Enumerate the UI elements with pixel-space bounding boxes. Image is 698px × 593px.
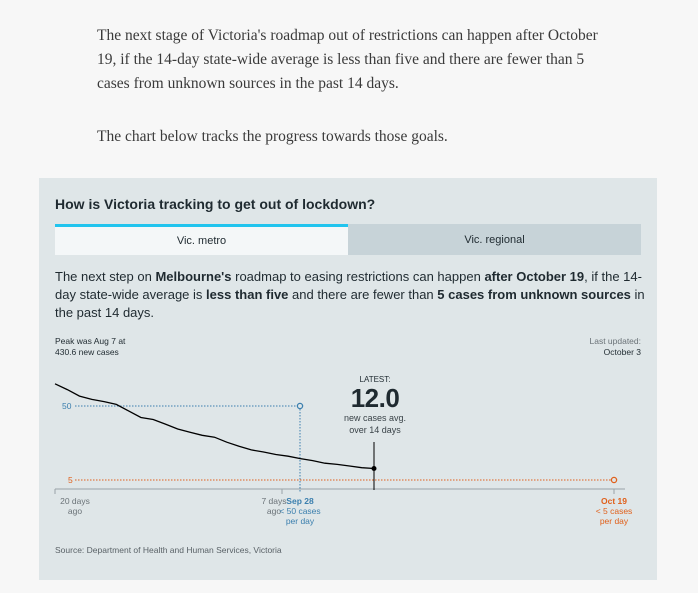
latest-sub-2: over 14 days xyxy=(349,425,401,435)
latest-point-marker xyxy=(371,466,377,471)
peak-note: Peak was Aug 7 at 430.6 new cases xyxy=(55,336,125,358)
last-updated: Last updated: October 3 xyxy=(589,336,641,358)
peak-note-line1: Peak was Aug 7 at xyxy=(55,336,126,346)
latest-value: 12.0 xyxy=(350,383,400,413)
milestone-sep28-label: Sep 28 < 50 cases per day xyxy=(272,496,328,526)
highlight-threshold: less than five xyxy=(206,287,289,302)
source-note: Source: Department of Health and Human S… xyxy=(55,545,282,555)
y-tick-label-5: 5 xyxy=(68,475,73,485)
intro-paragraph: The next stage of Victoria's roadmap out… xyxy=(97,27,598,92)
intro-paragraph-2: The chart below tracks the progress towa… xyxy=(97,128,448,145)
tab-vic-regional[interactable]: Vic. regional xyxy=(348,224,641,255)
x-label-7-days: 7 days ago xyxy=(244,496,304,516)
last-updated-label: Last updated: xyxy=(589,336,641,346)
latest-label: LATEST: xyxy=(359,375,391,384)
highlight-melbourne: Melbourne's xyxy=(155,269,232,284)
cases-chart: 50 5 xyxy=(54,383,625,494)
peak-note-line2: 430.6 new cases xyxy=(55,347,119,357)
lockdown-chart-card: How is Victoria tracking to get out of l… xyxy=(39,178,657,580)
chart-description: The next step on Melbourne's roadmap to … xyxy=(55,269,645,320)
milestone-sep28-marker xyxy=(296,402,304,410)
latest-sub-1: new cases avg. xyxy=(343,413,407,423)
milestone-oct19-note1: < 5 cases xyxy=(595,506,633,516)
milestone-oct19-marker xyxy=(610,476,618,484)
milestone-sep28-date: Sep 28 xyxy=(286,496,314,506)
x-label-7-days-line1: 7 days xyxy=(261,496,287,506)
y-tick-label-50: 50 xyxy=(62,401,72,411)
last-updated-date: October 3 xyxy=(603,347,641,357)
milestone-sep28-note1: < 50 cases xyxy=(279,506,321,516)
highlight-date: after October 19 xyxy=(484,269,585,284)
x-label-20-days: 20 days ago xyxy=(45,496,105,516)
x-label-20-days-line2: ago xyxy=(67,506,83,516)
latest-callout: LATEST: 12.0 new cases avg. over 14 days xyxy=(335,375,415,436)
x-label-20-days-line1: 20 days xyxy=(60,496,90,506)
cases-series-line xyxy=(54,383,375,470)
highlight-unknown-sources: 5 cases from unknown sources xyxy=(437,287,631,302)
milestone-sep28-note2: per day xyxy=(285,516,315,526)
x-label-7-days-line2: ago xyxy=(266,506,282,516)
card-title: How is Victoria tracking to get out of l… xyxy=(55,196,376,212)
milestone-oct19-label: Oct 19 < 5 cases per day xyxy=(586,496,642,526)
milestone-oct19-date: Oct 19 xyxy=(601,496,627,506)
milestone-oct19-note2: per day xyxy=(599,516,629,526)
tab-vic-metro[interactable]: Vic. metro xyxy=(55,224,348,255)
